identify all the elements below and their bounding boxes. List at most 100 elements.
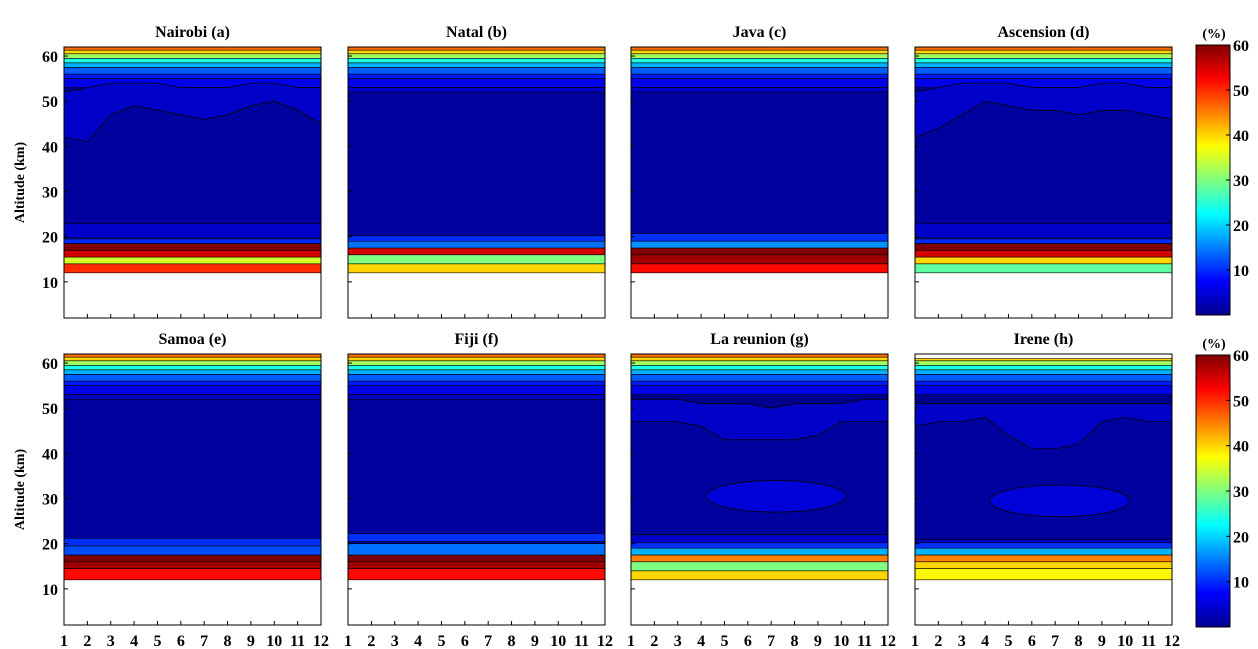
contour-band [914, 263, 1173, 274]
contour-band [63, 385, 322, 395]
panel-title: Natal (b) [446, 24, 507, 41]
axes-frame [63, 353, 322, 626]
contour-band [914, 243, 1173, 251]
contour-band [630, 62, 889, 68]
contour-band [347, 374, 606, 382]
contour-band [63, 243, 322, 251]
colorbar-tick-label: 60 [1233, 38, 1249, 55]
contour-band [630, 233, 889, 242]
x-tick-label: 7 [484, 633, 492, 649]
contour-band [630, 49, 889, 55]
panel-title: Fiji (f) [455, 331, 499, 348]
x-tick-label: 3 [674, 633, 682, 649]
x-tick-label: 1 [60, 633, 68, 649]
x-tick-label: 6 [744, 633, 752, 649]
y-tick-label: 30 [42, 185, 58, 202]
x-tick-label: 8 [791, 633, 799, 649]
panel-title: Samoa (e) [159, 331, 227, 348]
y-tick-label: 20 [42, 537, 58, 554]
y-tick-label: 50 [42, 94, 58, 111]
x-tick-label: 10 [266, 633, 282, 649]
contour-band [914, 256, 1173, 265]
colorbar-tick-label: 40 [1233, 439, 1249, 456]
y-axis-label: Altitude (km) [13, 449, 28, 531]
x-tick-label: 2 [650, 633, 658, 649]
contour-band [630, 263, 889, 274]
x-tick-label: 3 [107, 633, 115, 649]
contour-band [914, 568, 1173, 581]
axes-frame [347, 353, 606, 626]
panel-h: Irene (h)1 2 3 4 5 6 7 8 9 10 11 12 [911, 331, 1180, 649]
x-tick-label: 11 [1141, 633, 1156, 649]
x-tick-label: 1 [344, 633, 352, 649]
panel-a: Nairobi (a) 10 20 30 40 50 60 [42, 24, 322, 319]
x-tick-label: 12 [597, 633, 613, 649]
contour-band [914, 374, 1173, 382]
y-tick-label: 30 [42, 492, 58, 509]
contour-band [347, 568, 606, 581]
contour-band [347, 53, 606, 59]
contour-band [63, 49, 322, 55]
x-tick-label: 12 [880, 633, 896, 649]
contour-band [63, 561, 322, 569]
contour-band [914, 53, 1173, 59]
y-tick-label: 40 [42, 139, 58, 156]
x-tick-label: 5 [1004, 633, 1012, 649]
x-tick-label: 3 [958, 633, 966, 649]
x-tick-label: 11 [574, 633, 589, 649]
panel-d: Ascension (d) [914, 24, 1173, 319]
x-tick-label: 8 [508, 633, 516, 649]
contour-band [630, 360, 889, 366]
x-tick-label: 9 [1098, 633, 1106, 649]
contour-band [630, 385, 889, 395]
contour-band [347, 364, 606, 371]
panel-title: Irene (h) [1014, 331, 1074, 348]
colorbar-1: (%) 10 20 30 40 50 60 [1195, 27, 1249, 316]
contour-band [914, 360, 1173, 366]
contour-band [63, 554, 322, 563]
colorbar-unit: (%) [1202, 337, 1226, 352]
contour-band [347, 561, 606, 569]
x-tick-label: 7 [1051, 633, 1059, 649]
contour-band [347, 240, 606, 249]
contour-band [347, 533, 606, 542]
contour-band [914, 249, 1173, 258]
y-tick-label: 60 [42, 356, 58, 373]
contour-band [63, 249, 322, 258]
contour-band [914, 57, 1173, 64]
contour-band [347, 67, 606, 75]
contour-band [914, 369, 1173, 375]
x-tick-label: 1 [627, 633, 635, 649]
x-tick-label: 5 [437, 633, 445, 649]
contour-band [347, 254, 606, 265]
contour-blob [705, 480, 847, 513]
x-tick-label: 12 [1164, 633, 1180, 649]
contour-band [347, 263, 606, 274]
y-tick-label: 10 [42, 275, 58, 292]
contour-band [347, 554, 606, 563]
colorbar-unit: (%) [1202, 27, 1226, 42]
contour-band [63, 73, 322, 79]
contour-band [63, 57, 322, 64]
contour-band [630, 374, 889, 382]
contour-band [914, 380, 1173, 386]
contour-band [63, 256, 322, 265]
colorbar-tick-label: 20 [1233, 218, 1249, 235]
contour-band [347, 78, 606, 88]
x-tick-label: 9 [531, 633, 539, 649]
contour-band [630, 53, 889, 59]
contour-band [630, 254, 889, 265]
axes-frame [347, 46, 606, 319]
colorbar-tick-label: 20 [1233, 529, 1249, 546]
contour-blob [989, 484, 1131, 518]
axes-frame [630, 353, 889, 626]
contour-inner [63, 398, 322, 540]
colorbar-tick-label: 10 [1233, 263, 1249, 280]
contour-band [63, 568, 322, 581]
x-tick-label: 12 [313, 633, 329, 649]
contour-band [63, 62, 322, 68]
contour-band [914, 561, 1173, 569]
x-tick-label: 4 [414, 633, 422, 649]
axes-frame [914, 353, 1173, 626]
colorbar-gradient [1195, 354, 1231, 628]
